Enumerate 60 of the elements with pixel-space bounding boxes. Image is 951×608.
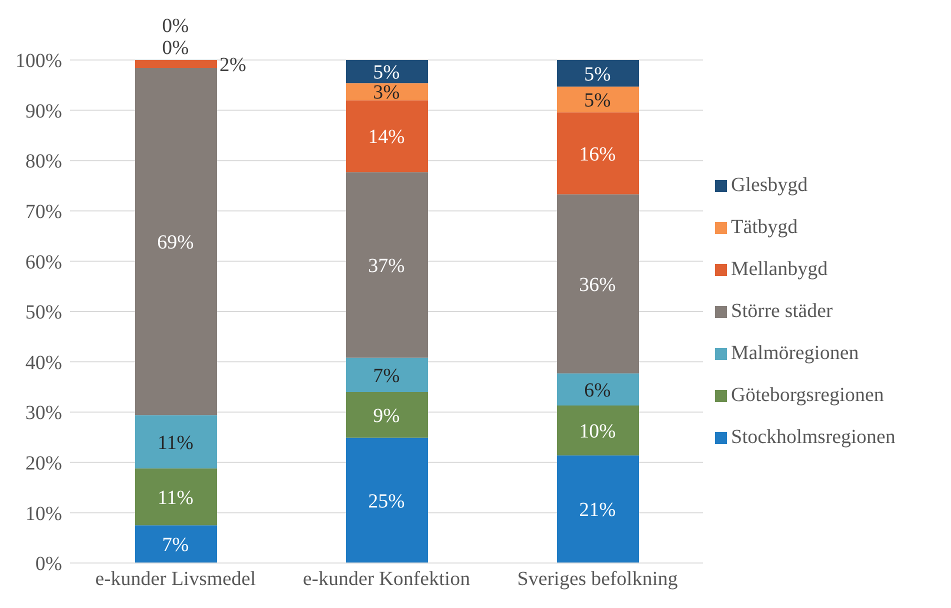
data-label: 5% <box>584 89 611 112</box>
data-label: 2% <box>220 54 246 76</box>
y-tick-label: 30% <box>25 402 62 424</box>
data-label: 7% <box>162 534 189 556</box>
y-tick-label: 10% <box>25 502 62 525</box>
x-tick-label: e-kunder Livsmedel <box>95 568 256 590</box>
data-label: 0% <box>162 37 189 59</box>
legend-label: Malmöregionen <box>731 342 859 365</box>
data-label: 36% <box>579 274 616 296</box>
bar <box>557 406 639 456</box>
data-label: 69% <box>157 232 194 254</box>
data-label: 11% <box>158 432 194 454</box>
bar <box>557 60 639 87</box>
y-tick-label: 0% <box>35 553 62 576</box>
legend-label: Större städer <box>731 300 833 323</box>
data-label: 7% <box>373 364 400 387</box>
y-tick-label: 20% <box>25 452 62 474</box>
data-label: 11% <box>158 486 194 509</box>
bar <box>557 455 639 563</box>
bar <box>346 392 428 438</box>
data-label: 5% <box>373 62 400 84</box>
bar <box>557 86 639 112</box>
bar <box>346 172 428 358</box>
data-label: 25% <box>368 490 405 512</box>
y-tick-label: 40% <box>25 352 62 374</box>
data-label: 14% <box>368 126 405 148</box>
data-label: 5% <box>584 63 611 86</box>
y-tick-label: 90% <box>25 100 62 122</box>
data-label: 6% <box>584 379 611 402</box>
bar <box>135 415 217 468</box>
bar <box>346 358 428 392</box>
data-label: 21% <box>579 499 616 522</box>
y-tick-label: 100% <box>15 50 62 72</box>
data-label: 37% <box>368 254 405 277</box>
bar <box>346 60 428 84</box>
data-label: 16% <box>579 143 616 166</box>
legend-label: Göteborgsregionen <box>731 384 884 407</box>
data-label: 10% <box>579 420 616 442</box>
legend-label: Mellanbygd <box>731 258 828 281</box>
bar <box>135 68 217 416</box>
data-label: 3% <box>373 82 400 104</box>
bar <box>557 373 639 406</box>
legend-label: Tätbygd <box>731 216 798 239</box>
data-label: 0% <box>162 15 189 37</box>
bar <box>135 525 217 563</box>
bar <box>135 60 217 68</box>
bar <box>346 100 428 172</box>
legend-label: Glesbygd <box>731 174 808 197</box>
x-tick-label: e-kunder Konfektion <box>302 568 470 590</box>
y-tick-label: 80% <box>25 150 62 173</box>
bar <box>557 112 639 194</box>
bar <box>135 468 217 526</box>
y-tick-label: 60% <box>25 251 62 274</box>
data-label: 9% <box>373 404 400 427</box>
y-tick-label: 70% <box>25 201 62 223</box>
legend-label: Stockholmsregionen <box>731 426 896 449</box>
x-tick-label: Sveriges befolkning <box>517 568 678 590</box>
y-tick-label: 50% <box>25 302 62 324</box>
bar <box>557 194 639 374</box>
bar <box>346 438 428 563</box>
